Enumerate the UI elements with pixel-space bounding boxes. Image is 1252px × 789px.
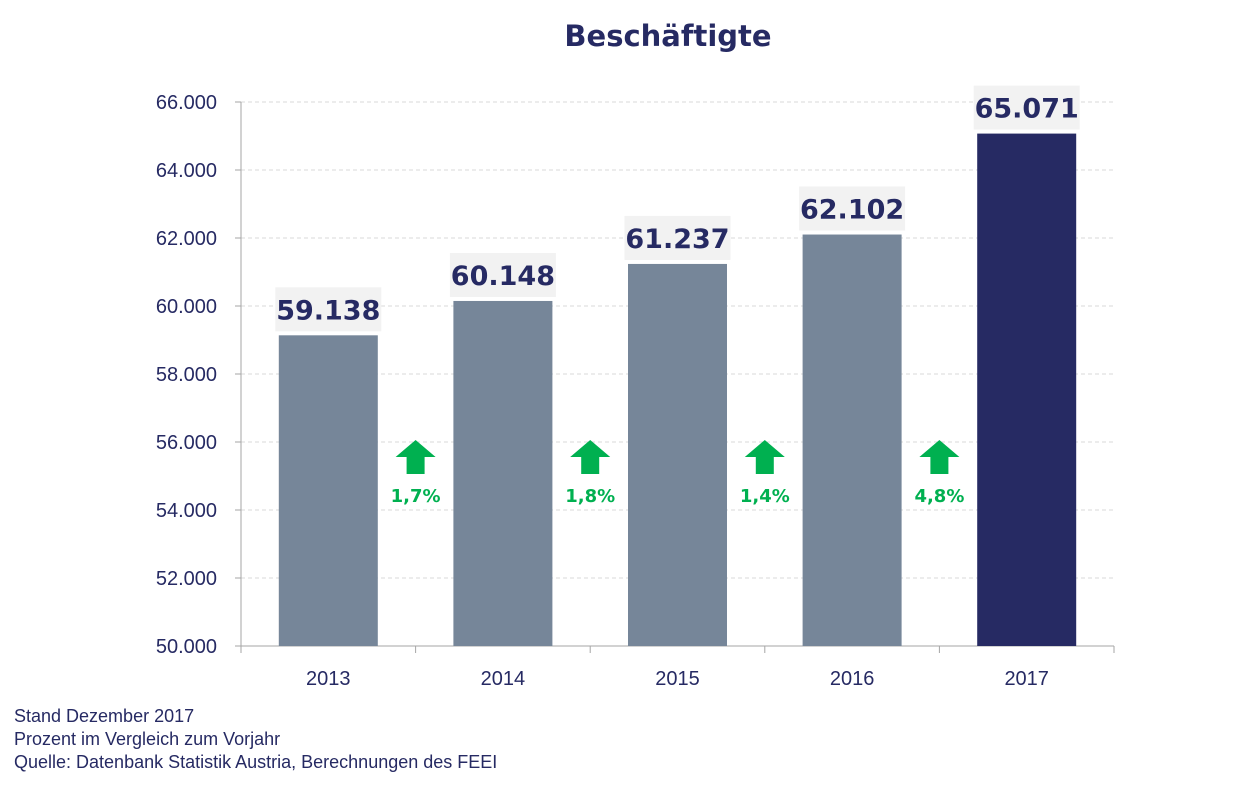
- y-tick-label: 64.000: [156, 160, 217, 182]
- growth-percent-label: 1,7%: [391, 486, 441, 507]
- y-tick-label: 54.000: [156, 500, 217, 522]
- value-label: 61.237: [625, 224, 729, 255]
- footer-note: Prozent im Vergleich zum Vorjahr: [14, 729, 281, 749]
- y-tick-label: 58.000: [156, 364, 217, 386]
- x-tick-label: 2013: [306, 668, 351, 690]
- x-tick-label: 2015: [655, 668, 700, 690]
- growth-percent-label: 4,8%: [914, 486, 964, 507]
- value-label: 65.071: [975, 94, 1079, 125]
- y-tick-label: 60.000: [156, 296, 217, 318]
- footer-status: Stand Dezember 2017: [14, 706, 195, 726]
- chart-title: Beschäftigte: [564, 19, 771, 53]
- y-tick-label: 62.000: [156, 228, 217, 250]
- growth-arrow-icon: [395, 440, 436, 474]
- x-tick-label: 2014: [481, 668, 526, 690]
- value-label: 59.138: [276, 295, 380, 326]
- value-label-box: [799, 186, 906, 231]
- growth-annotations: 1,7% 1,8% 1,4% 4,8%: [391, 440, 964, 507]
- x-tick-label: 2017: [1004, 668, 1049, 690]
- growth-percent-label: 1,4%: [740, 486, 790, 507]
- value-label-box: [973, 85, 1080, 130]
- growth-arrow-icon: [919, 440, 960, 474]
- y-tick-label: 50.000: [156, 636, 217, 658]
- y-tick-label: 66.000: [156, 92, 217, 114]
- x-tick-label: 2016: [830, 668, 875, 690]
- footer-source: Quelle: Datenbank Statistik Austria, Ber…: [14, 752, 498, 772]
- bar-2017: [977, 133, 1077, 646]
- value-labels: 59.138 60.148 61.237 62.102 65.071: [275, 85, 1080, 332]
- bar-2013: [278, 335, 378, 646]
- y-tick-label: 52.000: [156, 568, 217, 590]
- value-label-box: [275, 287, 382, 332]
- growth-arrow-icon: [744, 440, 785, 474]
- growth-arrow-icon: [570, 440, 611, 474]
- value-label-box: [624, 215, 731, 260]
- value-label: 60.148: [451, 261, 555, 292]
- axes: 50.000 52.000 54.000 56.000 58.000 60.000 62.0…: [156, 92, 1115, 690]
- value-label-box: [449, 252, 556, 297]
- y-tick-label: 56.000: [156, 432, 217, 454]
- bar-2015: [628, 263, 727, 646]
- bar-2014: [453, 300, 553, 646]
- growth-percent-label: 1,8%: [565, 486, 615, 507]
- bars: [278, 133, 1077, 647]
- value-label: 62.102: [800, 195, 904, 226]
- footer-notes: Stand Dezember 2017 Prozent im Vergleich…: [14, 705, 497, 774]
- bar-2016: [802, 234, 902, 647]
